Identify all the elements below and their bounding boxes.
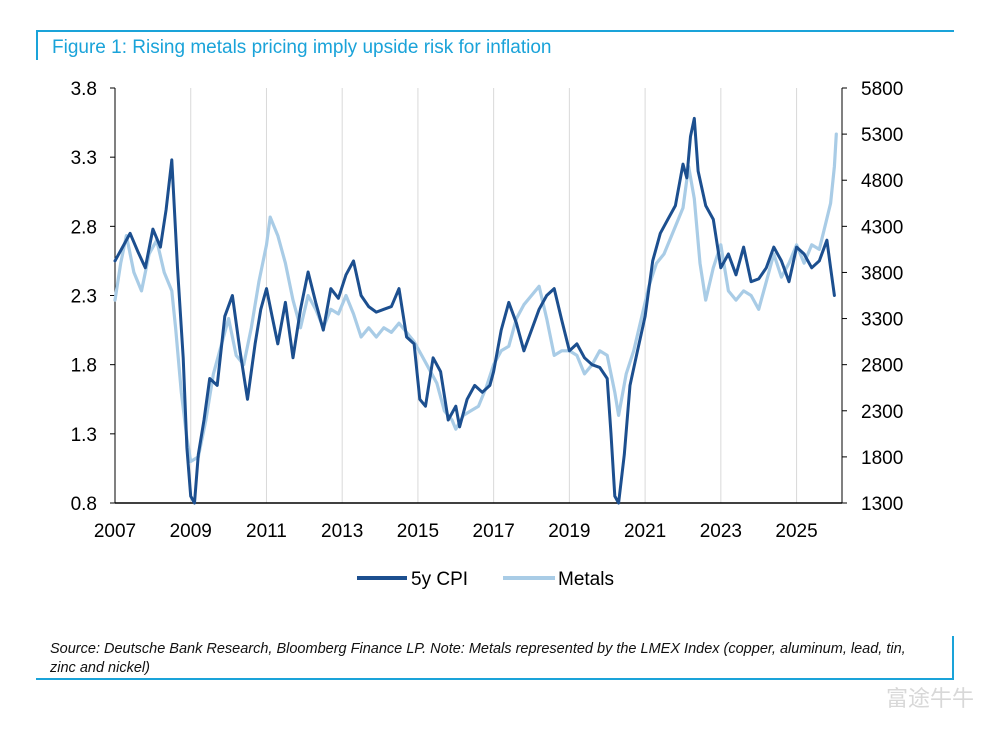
x-tick-label: 2025 [775,521,817,542]
x-tick-label: 2015 [397,521,439,542]
series-lines [113,116,838,505]
y-right-tick-label: 2800 [861,356,903,377]
y-right-tick-label: 4300 [861,217,903,238]
y-right-tick-label: 5300 [861,125,903,146]
x-tick-label: 2023 [700,521,742,542]
x-tick-label: 2021 [624,521,666,542]
x-tick-label: 2019 [548,521,590,542]
x-tick-label: 2009 [170,521,212,542]
legend-5y-cpi-label: 5y CPI [411,569,468,590]
y-left-tick-label: 3.3 [71,148,97,169]
y-right-tick-label: 4800 [861,171,903,192]
x-tick-label: 2011 [246,521,287,542]
x-tick-label: 2017 [473,521,515,542]
y-left-tick-label: 1.3 [71,425,97,446]
y-left-tick-label: 2.8 [71,217,97,238]
title-frame: Figure 1: Rising metals pricing imply up… [36,30,954,60]
source-note: Source: Deutsche Bank Research, Bloomber… [50,641,906,676]
source-note-frame: Source: Deutsche Bank Research, Bloomber… [36,636,954,680]
legend: 5y CPI Metals [357,569,614,590]
y-right-tick-label: 3800 [861,263,903,284]
y-left-tick-label: 1.8 [71,356,97,377]
series-metals-line [113,132,838,464]
figure-title: Figure 1: Rising metals pricing imply up… [52,37,552,58]
y-right-tick-label: 1800 [861,448,903,469]
x-tick-label: 2007 [94,521,136,542]
tick-labels: 2007 2009 2011 2013 2015 2017 2019 2021 2023 2025… [71,79,904,542]
legend-metals-label: Metals [558,569,614,590]
series-5y-cpi-line [113,116,836,505]
vertical-grid [190,88,798,503]
y-right-tick-label: 3300 [861,310,903,331]
y-right-tick-label: 1300 [861,494,903,515]
watermark-logo: 富途牛牛 [885,687,974,712]
y-right-tick-label: 5800 [861,79,903,100]
y-left-tick-label: 2.3 [71,287,97,308]
y-left-tick-label: 0.8 [71,494,97,515]
axes [110,87,847,504]
y-left-tick-label: 3.8 [71,79,97,100]
y-right-tick-label: 2300 [861,402,903,423]
x-tick-label: 2013 [321,521,363,542]
